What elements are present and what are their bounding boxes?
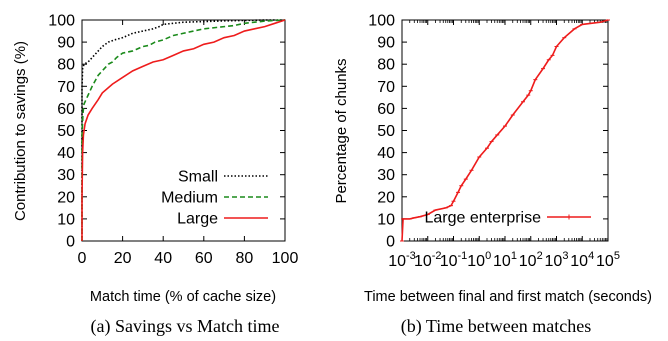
legend-label: Large xyxy=(177,211,218,228)
x-tick-label: 10-1 xyxy=(440,250,468,270)
y-tick-label: 100 xyxy=(48,13,75,30)
chart-b-x-ticks: 10-310-210-1 100 101 102 103 104 105 xyxy=(388,20,620,270)
x-tick-label-exponent: 5 xyxy=(614,250,620,262)
chart-a-plot-area xyxy=(81,19,286,242)
chart-b-caption: (b) Time between matches xyxy=(401,316,591,337)
chart-a-caption: (a) Savings vs Match time xyxy=(91,316,280,337)
legend-label: Large enterprise xyxy=(424,210,541,227)
y-tick-label: 100 xyxy=(368,13,395,30)
legend-label: Small xyxy=(178,169,218,186)
chart-a-x-axis-label: Match time (% of cache size) xyxy=(90,289,276,305)
y-tick-label: 80 xyxy=(377,57,395,74)
x-tick-label-exponent: 2 xyxy=(537,250,543,262)
x-tick-label: 0 xyxy=(78,250,87,267)
chart-a-y-ticks: 0 10 20 30 40 50 60 70 80 90 100 xyxy=(48,13,285,251)
x-tick-label: 100 xyxy=(467,250,491,270)
x-tick-label: 10-3 xyxy=(388,250,416,270)
x-tick-label: 103 xyxy=(545,250,569,270)
y-tick-label: 70 xyxy=(377,79,395,96)
series-line-large xyxy=(81,19,286,241)
x-tick-label-exponent: 3 xyxy=(562,250,568,262)
chart-a-y-axis-label: Contribution to savings (%) xyxy=(12,41,29,221)
y-tick-label: 20 xyxy=(377,189,395,206)
x-tick-label-base: 10 xyxy=(519,253,537,270)
y-tick-label: 40 xyxy=(377,145,395,162)
y-tick-label: 50 xyxy=(377,123,395,140)
chart-b-x-axis-label: Time between final and first match (seco… xyxy=(364,289,652,305)
x-tick-label-exponent: 4 xyxy=(588,250,594,262)
y-tick-label: 30 xyxy=(57,167,75,184)
x-tick-label-exponent: -1 xyxy=(458,250,468,262)
legend-label: Medium xyxy=(161,190,218,207)
y-tick-label: 0 xyxy=(66,234,75,251)
y-tick-label: 90 xyxy=(377,35,395,52)
y-tick-label: 70 xyxy=(57,79,75,96)
chart-a-series xyxy=(81,19,286,241)
y-tick-label: 50 xyxy=(57,123,75,140)
x-tick-label: 20 xyxy=(114,250,132,267)
y-tick-label: 10 xyxy=(377,211,395,228)
x-tick-label-base: 10 xyxy=(388,253,406,270)
y-tick-label: 10 xyxy=(57,211,75,228)
y-tick-label: 80 xyxy=(57,57,75,74)
chart-a: 0 10 20 30 40 50 60 70 80 90 100 0 20 40 60 80 100 Smal… xyxy=(12,13,298,338)
x-tick-label: 100 xyxy=(272,250,299,267)
y-tick-label: 60 xyxy=(57,101,75,118)
chart-a-frame xyxy=(81,19,286,242)
x-tick-label: 101 xyxy=(493,250,517,270)
x-tick-label-base: 10 xyxy=(493,253,511,270)
chart-b-y-ticks: 0 10 20 30 40 50 60 70 80 90 100 xyxy=(368,13,608,251)
x-tick-label: 80 xyxy=(236,250,254,267)
chart-a-legend: Small Medium Large xyxy=(161,169,268,228)
series-line-medium xyxy=(81,19,286,241)
chart-b-frame xyxy=(401,19,609,242)
x-tick-label-exponent: -3 xyxy=(406,250,416,262)
y-tick-label: 90 xyxy=(57,35,75,52)
chart-b-legend: Large enterprise xyxy=(424,210,591,227)
x-tick-label: 105 xyxy=(596,250,620,270)
x-tick-label: 60 xyxy=(195,250,213,267)
x-tick-label-base: 10 xyxy=(440,253,458,270)
x-tick-label: 10-2 xyxy=(414,250,442,270)
y-tick-label: 40 xyxy=(57,145,75,162)
chart-a-x-ticks: 0 20 40 60 80 100 xyxy=(78,20,299,267)
series-line-large-enterprise xyxy=(401,19,609,242)
y-tick-label: 60 xyxy=(377,101,395,118)
series-line-small xyxy=(81,19,285,241)
x-tick-label-exponent: 0 xyxy=(485,250,491,262)
y-tick-label: 0 xyxy=(386,234,395,251)
chart-b-y-axis-label: Percentage of chunks xyxy=(333,58,350,203)
chart-b-plot-area xyxy=(401,19,609,242)
x-tick-label-base: 10 xyxy=(545,253,563,270)
x-tick-label-base: 10 xyxy=(570,253,588,270)
x-tick-label: 102 xyxy=(519,250,543,270)
x-tick-label: 40 xyxy=(154,250,172,267)
x-tick-label-exponent: -2 xyxy=(432,250,442,262)
y-tick-label: 20 xyxy=(57,189,75,206)
x-tick-label: 104 xyxy=(570,250,594,270)
chart-b-series xyxy=(400,19,610,242)
x-tick-label-exponent: 1 xyxy=(511,250,517,262)
x-tick-label-base: 10 xyxy=(467,253,485,270)
x-tick-label-base: 10 xyxy=(414,253,432,270)
x-tick-label-base: 10 xyxy=(596,253,614,270)
y-tick-label: 30 xyxy=(377,167,395,184)
